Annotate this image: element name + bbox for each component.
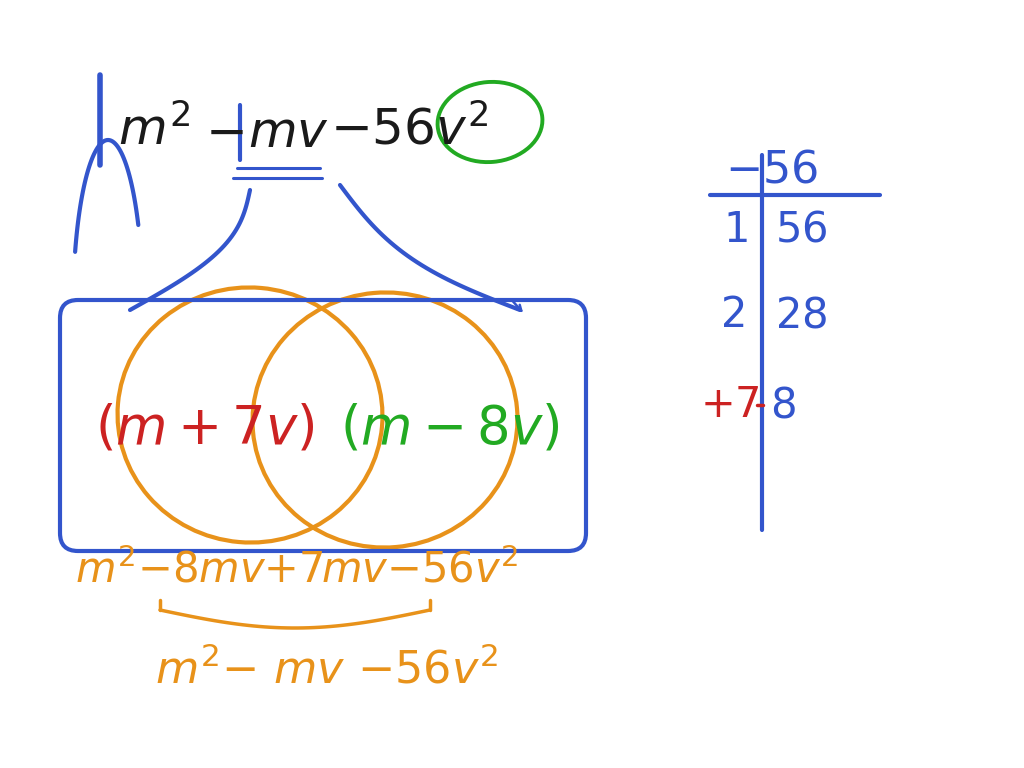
Text: $-56$: $-56$ <box>725 148 818 191</box>
Text: $-$: $-$ <box>205 109 244 157</box>
Text: $m^2{-}\ mv\ {-}56v^2$: $m^2{-}\ mv\ {-}56v^2$ <box>155 647 498 692</box>
Text: $m^2{-}8mv{+}7mv{-}56v^2$: $m^2{-}8mv{+}7mv{-}56v^2$ <box>75 549 518 591</box>
Text: $28$: $28$ <box>775 294 827 336</box>
Text: $(m-8v)$: $(m-8v)$ <box>340 402 559 454</box>
Text: $8$: $8$ <box>770 384 796 426</box>
Text: $1$: $1$ <box>723 209 748 251</box>
Text: $+7$: $+7$ <box>700 384 760 426</box>
Text: $m^2$: $m^2$ <box>118 105 189 154</box>
Text: $-56v^2$: $-56v^2$ <box>330 105 488 154</box>
Text: $(m+7v)$: $(m+7v)$ <box>95 402 314 454</box>
Text: $mv$: $mv$ <box>248 109 329 157</box>
Text: $56$: $56$ <box>775 209 827 251</box>
Text: $2$: $2$ <box>720 294 744 336</box>
